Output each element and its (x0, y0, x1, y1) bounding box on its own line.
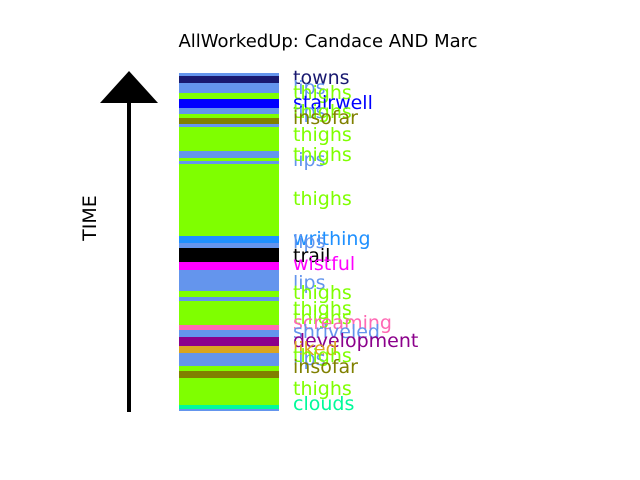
band-label: thighs (293, 298, 352, 320)
chart-title: AllWorkedUp: Candace AND Marc (178, 31, 478, 52)
band-label: thighs (293, 345, 352, 367)
band-label: towns (293, 67, 350, 89)
band-rect (179, 108, 279, 114)
band-rect (179, 366, 279, 371)
time-axis-arrow (100, 71, 158, 412)
band-rect (179, 73, 279, 76)
band-rect (179, 99, 279, 108)
band-label: thighs (293, 378, 352, 400)
band-label: lips (293, 101, 326, 123)
band-rect (179, 297, 279, 301)
band-label: wistful (293, 253, 355, 275)
band-stack (179, 73, 279, 411)
band-label: lips (293, 348, 326, 370)
band-rect (179, 325, 279, 330)
band-rect (179, 346, 279, 353)
band-rect (179, 114, 279, 118)
band-rect (179, 248, 279, 262)
band-label: writhing (293, 228, 371, 250)
band-rect (179, 124, 279, 127)
band-label: thighs (293, 282, 352, 304)
band-rect (179, 127, 279, 151)
band-label: thighs (293, 307, 352, 329)
band-rect (179, 353, 279, 366)
band-label: lips (293, 272, 326, 294)
band-rect (179, 164, 279, 236)
band-rect (179, 301, 279, 318)
band-rect (179, 118, 279, 124)
band-rect (179, 236, 279, 243)
band-label: thighs (293, 144, 352, 166)
band-rect (179, 405, 279, 409)
band-rect (179, 262, 279, 270)
band-rect (179, 291, 279, 297)
band-rect (179, 158, 279, 161)
band-label: thighs (293, 188, 352, 210)
band-rect (179, 409, 279, 411)
band-rect (179, 243, 279, 248)
band-label: shriveled (293, 321, 380, 343)
band-rect (179, 93, 279, 99)
band-rect (179, 337, 279, 346)
band-label: screaming (293, 312, 392, 334)
time-arrowhead-icon (100, 71, 158, 103)
band-label: stairwell (293, 92, 373, 114)
band-label-column: townslipsthighsstairwelllipsthighsinsofa… (293, 67, 418, 415)
band-rect (179, 378, 279, 405)
band-label: trail (293, 245, 330, 267)
band-rect (179, 83, 279, 93)
band-rect (179, 371, 279, 378)
band-rect (179, 330, 279, 337)
band-rect (179, 161, 279, 164)
band-label: lips (293, 231, 326, 253)
band-rect (179, 318, 279, 325)
band-label: insofar (293, 356, 358, 378)
band-label: thighs (293, 82, 352, 104)
band-label: lips (293, 149, 326, 171)
band-label: thighs (293, 101, 352, 123)
band-rect (179, 151, 279, 158)
band-rect (179, 270, 279, 291)
band-rect (179, 76, 279, 83)
band-label: clouds (293, 393, 354, 415)
band-label: liked (293, 338, 338, 360)
band-label: insofar (293, 107, 358, 129)
band-label: lips (293, 77, 326, 99)
band-label: thighs (293, 124, 352, 146)
band-label: development (293, 330, 418, 352)
y-axis-label: TIME (79, 195, 101, 242)
